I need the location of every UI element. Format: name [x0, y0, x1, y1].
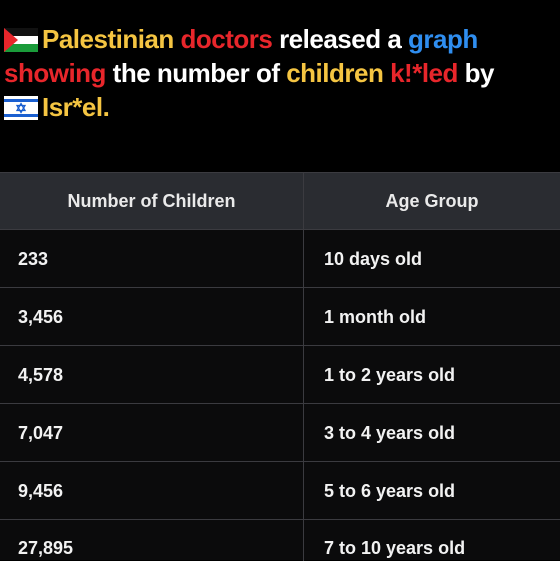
headline-segment: k!*led [383, 58, 458, 88]
headline-segment: released a [272, 24, 408, 54]
table-header-row: Number of Children Age Group [0, 172, 560, 230]
cell-age: 1 to 2 years old [324, 364, 456, 385]
headline: Palestinian doctors released a graph sho… [4, 22, 556, 124]
cell-age: 3 to 4 years old [324, 422, 456, 443]
column-header-count: Number of Children [0, 173, 304, 230]
headline-segment: Isr*el. [42, 92, 110, 122]
table-row: 7,047 3 to 4 years old [0, 403, 560, 462]
headline-segment: graph [408, 24, 478, 54]
headline-segment: by [457, 58, 501, 88]
cell-count: 4,578 [0, 346, 304, 404]
headline-segment: children [286, 58, 384, 88]
table-row: 9,456 5 to 6 years old [0, 461, 560, 520]
cell-count: 27,895 [0, 520, 304, 561]
cell-count: 7,047 [0, 404, 304, 462]
cell-count: 233 [0, 230, 304, 288]
cell-count: 3,456 [0, 288, 304, 346]
headline-segment: Palestinian [42, 24, 181, 54]
table-row: 233 10 days old [0, 229, 560, 288]
headline-segment [478, 24, 485, 54]
headline-segment: the number of [105, 58, 287, 88]
title-block: Palestinian doctors released a graph sho… [0, 0, 560, 172]
palestine-flag-icon [4, 28, 38, 52]
cell-age: 10 days old [324, 248, 423, 269]
column-header-age: Age Group [385, 191, 479, 211]
cell-count: 9,456 [0, 462, 304, 520]
cell-age: 7 to 10 years old [324, 538, 466, 558]
cell-age: 5 to 6 years old [324, 480, 456, 501]
table-row: 3,456 1 month old [0, 287, 560, 346]
cell-age: 1 month old [324, 306, 426, 327]
children-age-table: Number of Children Age Group 233 10 days… [0, 172, 560, 561]
table-row: 4,578 1 to 2 years old [0, 345, 560, 404]
israel-flag-icon [4, 96, 38, 120]
headline-segment: showing [4, 58, 106, 88]
table-row: 27,895 7 to 10 years old [0, 519, 560, 561]
headline-segment: doctors [180, 24, 273, 54]
